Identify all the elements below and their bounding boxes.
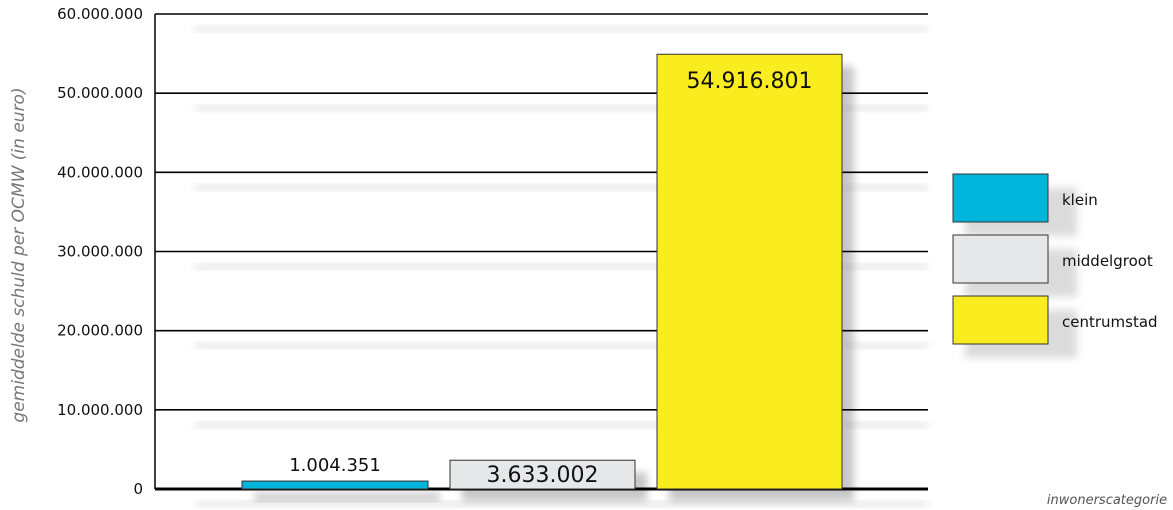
y-tick-label: 60.000.000 <box>57 5 143 23</box>
y-tick-label: 50.000.000 <box>57 84 143 102</box>
legend-label: centrumstad <box>1062 313 1158 331</box>
x-axis-label: inwonerscategorie <box>1047 493 1167 508</box>
y-tick-label: 30.000.000 <box>57 243 143 261</box>
bar-middelgroot <box>449 459 636 490</box>
gridline-shadow <box>195 421 928 428</box>
y-tick-label: 0 <box>133 480 143 498</box>
bar-centrumstad <box>656 53 843 490</box>
y-tick-label: 10.000.000 <box>57 401 143 419</box>
y-axis-label: gemiddelde schuld per OCMW (in euro) <box>9 87 29 422</box>
gridline-shadow <box>195 342 928 349</box>
gridline-shadow <box>195 263 928 270</box>
gridline-shadow <box>195 105 928 112</box>
data-label: 1.004.351 <box>289 455 381 476</box>
bar-shadow <box>254 493 440 501</box>
legend-swatch-centrumstad <box>952 295 1049 345</box>
gridline-shadow <box>195 501 928 507</box>
y-tick-label: 40.000.000 <box>57 163 143 181</box>
data-label: 3.633.002 <box>487 463 599 488</box>
gridline-shadow <box>195 26 928 32</box>
legend-swatch-klein <box>952 173 1049 223</box>
legend-label: klein <box>1062 191 1098 209</box>
legend-swatch-middelgroot <box>952 234 1049 284</box>
bar-klein <box>241 480 429 490</box>
y-tick-label: 20.000.000 <box>57 322 143 340</box>
legend-label: middelgroot <box>1062 252 1153 270</box>
data-label: 54.916.801 <box>687 69 813 94</box>
gridline-shadow <box>195 184 928 191</box>
